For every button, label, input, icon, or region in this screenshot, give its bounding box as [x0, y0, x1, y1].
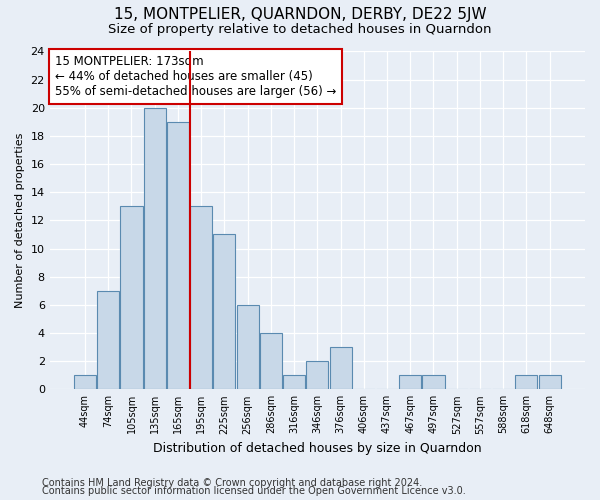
Bar [539, 375, 560, 390]
Bar [260, 333, 282, 390]
Y-axis label: Number of detached properties: Number of detached properties [15, 132, 25, 308]
Bar [422, 375, 445, 390]
Bar [214, 234, 235, 390]
Bar [329, 347, 352, 390]
Text: Contains public sector information licensed under the Open Government Licence v3: Contains public sector information licen… [42, 486, 466, 496]
Text: Size of property relative to detached houses in Quarndon: Size of property relative to detached ho… [108, 22, 492, 36]
Text: Contains HM Land Registry data © Crown copyright and database right 2024.: Contains HM Land Registry data © Crown c… [42, 478, 422, 488]
Bar [236, 305, 259, 390]
Bar [167, 122, 189, 390]
Text: 15 MONTPELIER: 173sqm
← 44% of detached houses are smaller (45)
55% of semi-deta: 15 MONTPELIER: 173sqm ← 44% of detached … [55, 55, 337, 98]
Bar [74, 375, 96, 390]
Bar [190, 206, 212, 390]
Bar [515, 375, 538, 390]
Text: 15, MONTPELIER, QUARNDON, DERBY, DE22 5JW: 15, MONTPELIER, QUARNDON, DERBY, DE22 5J… [113, 8, 487, 22]
Bar [306, 361, 328, 390]
Bar [121, 206, 143, 390]
Bar [97, 291, 119, 390]
Bar [143, 108, 166, 390]
X-axis label: Distribution of detached houses by size in Quarndon: Distribution of detached houses by size … [153, 442, 482, 455]
Bar [399, 375, 421, 390]
Bar [283, 375, 305, 390]
